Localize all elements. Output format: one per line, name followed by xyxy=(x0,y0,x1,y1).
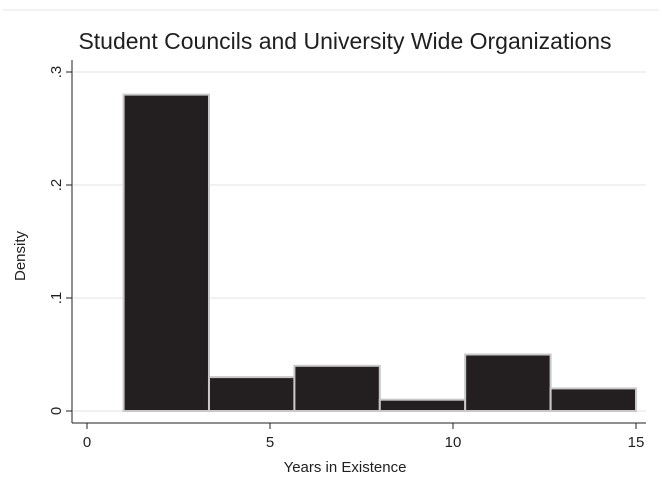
chart-title: Student Councils and University Wide Org… xyxy=(78,28,611,54)
y-tick-label-0: 0 xyxy=(48,407,65,415)
histogram-bar-3 xyxy=(293,364,381,412)
x-tick-label-1: 5 xyxy=(266,434,274,451)
y-axis-label: Density xyxy=(12,230,29,281)
y-tick-label-3: .3 xyxy=(48,66,65,79)
histogram-bar-6 xyxy=(549,387,637,412)
y-axis-ticks: 0 .1 .2 .3 xyxy=(48,66,72,415)
x-tick-label-0: 0 xyxy=(83,434,91,451)
x-tick-label-3: 15 xyxy=(628,434,645,451)
x-axis-label: Years in Existence xyxy=(284,459,407,476)
x-tick-label-2: 10 xyxy=(445,434,462,451)
histogram-bar-1 xyxy=(122,93,210,412)
histogram-bar-2 xyxy=(207,376,296,413)
histogram-bar-5 xyxy=(464,353,552,412)
histogram-bars xyxy=(122,93,637,413)
y-tick-label-2: .2 xyxy=(48,179,65,192)
histogram-bar-4 xyxy=(378,398,467,413)
x-axis-ticks: 0 5 10 15 xyxy=(83,423,645,451)
y-tick-label-1: .1 xyxy=(48,292,65,305)
